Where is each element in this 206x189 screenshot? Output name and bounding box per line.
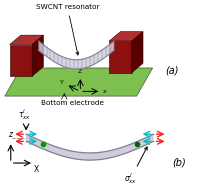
Text: $\tau^{l}_{xx}$: $\tau^{l}_{xx}$ [18,107,31,122]
Polygon shape [32,35,43,76]
Polygon shape [26,134,153,160]
Text: x: x [103,89,107,94]
Polygon shape [109,41,132,73]
Polygon shape [10,45,32,76]
Polygon shape [132,32,143,73]
Text: Bottom electrode: Bottom electrode [41,100,104,106]
Text: (b): (b) [173,158,186,167]
Polygon shape [39,41,114,69]
Polygon shape [109,32,143,41]
Text: SWCNT resonator: SWCNT resonator [36,4,99,55]
Text: $\sigma^{l}_{xx}$: $\sigma^{l}_{xx}$ [124,147,147,186]
Text: (a): (a) [165,66,179,76]
Polygon shape [5,68,153,96]
Text: Y: Y [60,80,63,85]
Polygon shape [10,35,43,45]
Text: X: X [33,165,39,174]
Text: Z: Z [77,69,82,74]
Text: z: z [8,130,12,139]
